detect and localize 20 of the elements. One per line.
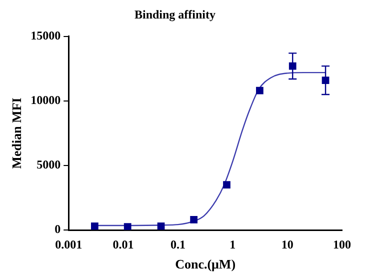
chart-title: Binding affinity	[134, 7, 216, 22]
point	[190, 216, 198, 224]
x-tick-label: 0.001	[55, 237, 82, 252]
y-axis-title: Median MFI	[9, 98, 24, 169]
point	[124, 223, 132, 230]
y-tick-label: 10000	[30, 93, 61, 108]
point	[223, 181, 230, 189]
x-tick-label: 100	[333, 237, 351, 252]
y-tick-label: 15000	[30, 28, 61, 42]
x-tick-label: 0.01	[112, 237, 134, 252]
x-tick-label: 0.1	[170, 237, 186, 252]
x-tick-label: 10	[281, 237, 294, 252]
point	[157, 222, 165, 230]
point	[288, 62, 296, 70]
point	[256, 86, 264, 94]
y-tick-label: 5000	[36, 158, 61, 172]
x-tick-label: 1	[230, 237, 236, 252]
x-axis-title: Conc.(μM)	[175, 256, 236, 272]
point	[91, 222, 98, 230]
y-tick-label: 0	[54, 222, 61, 236]
